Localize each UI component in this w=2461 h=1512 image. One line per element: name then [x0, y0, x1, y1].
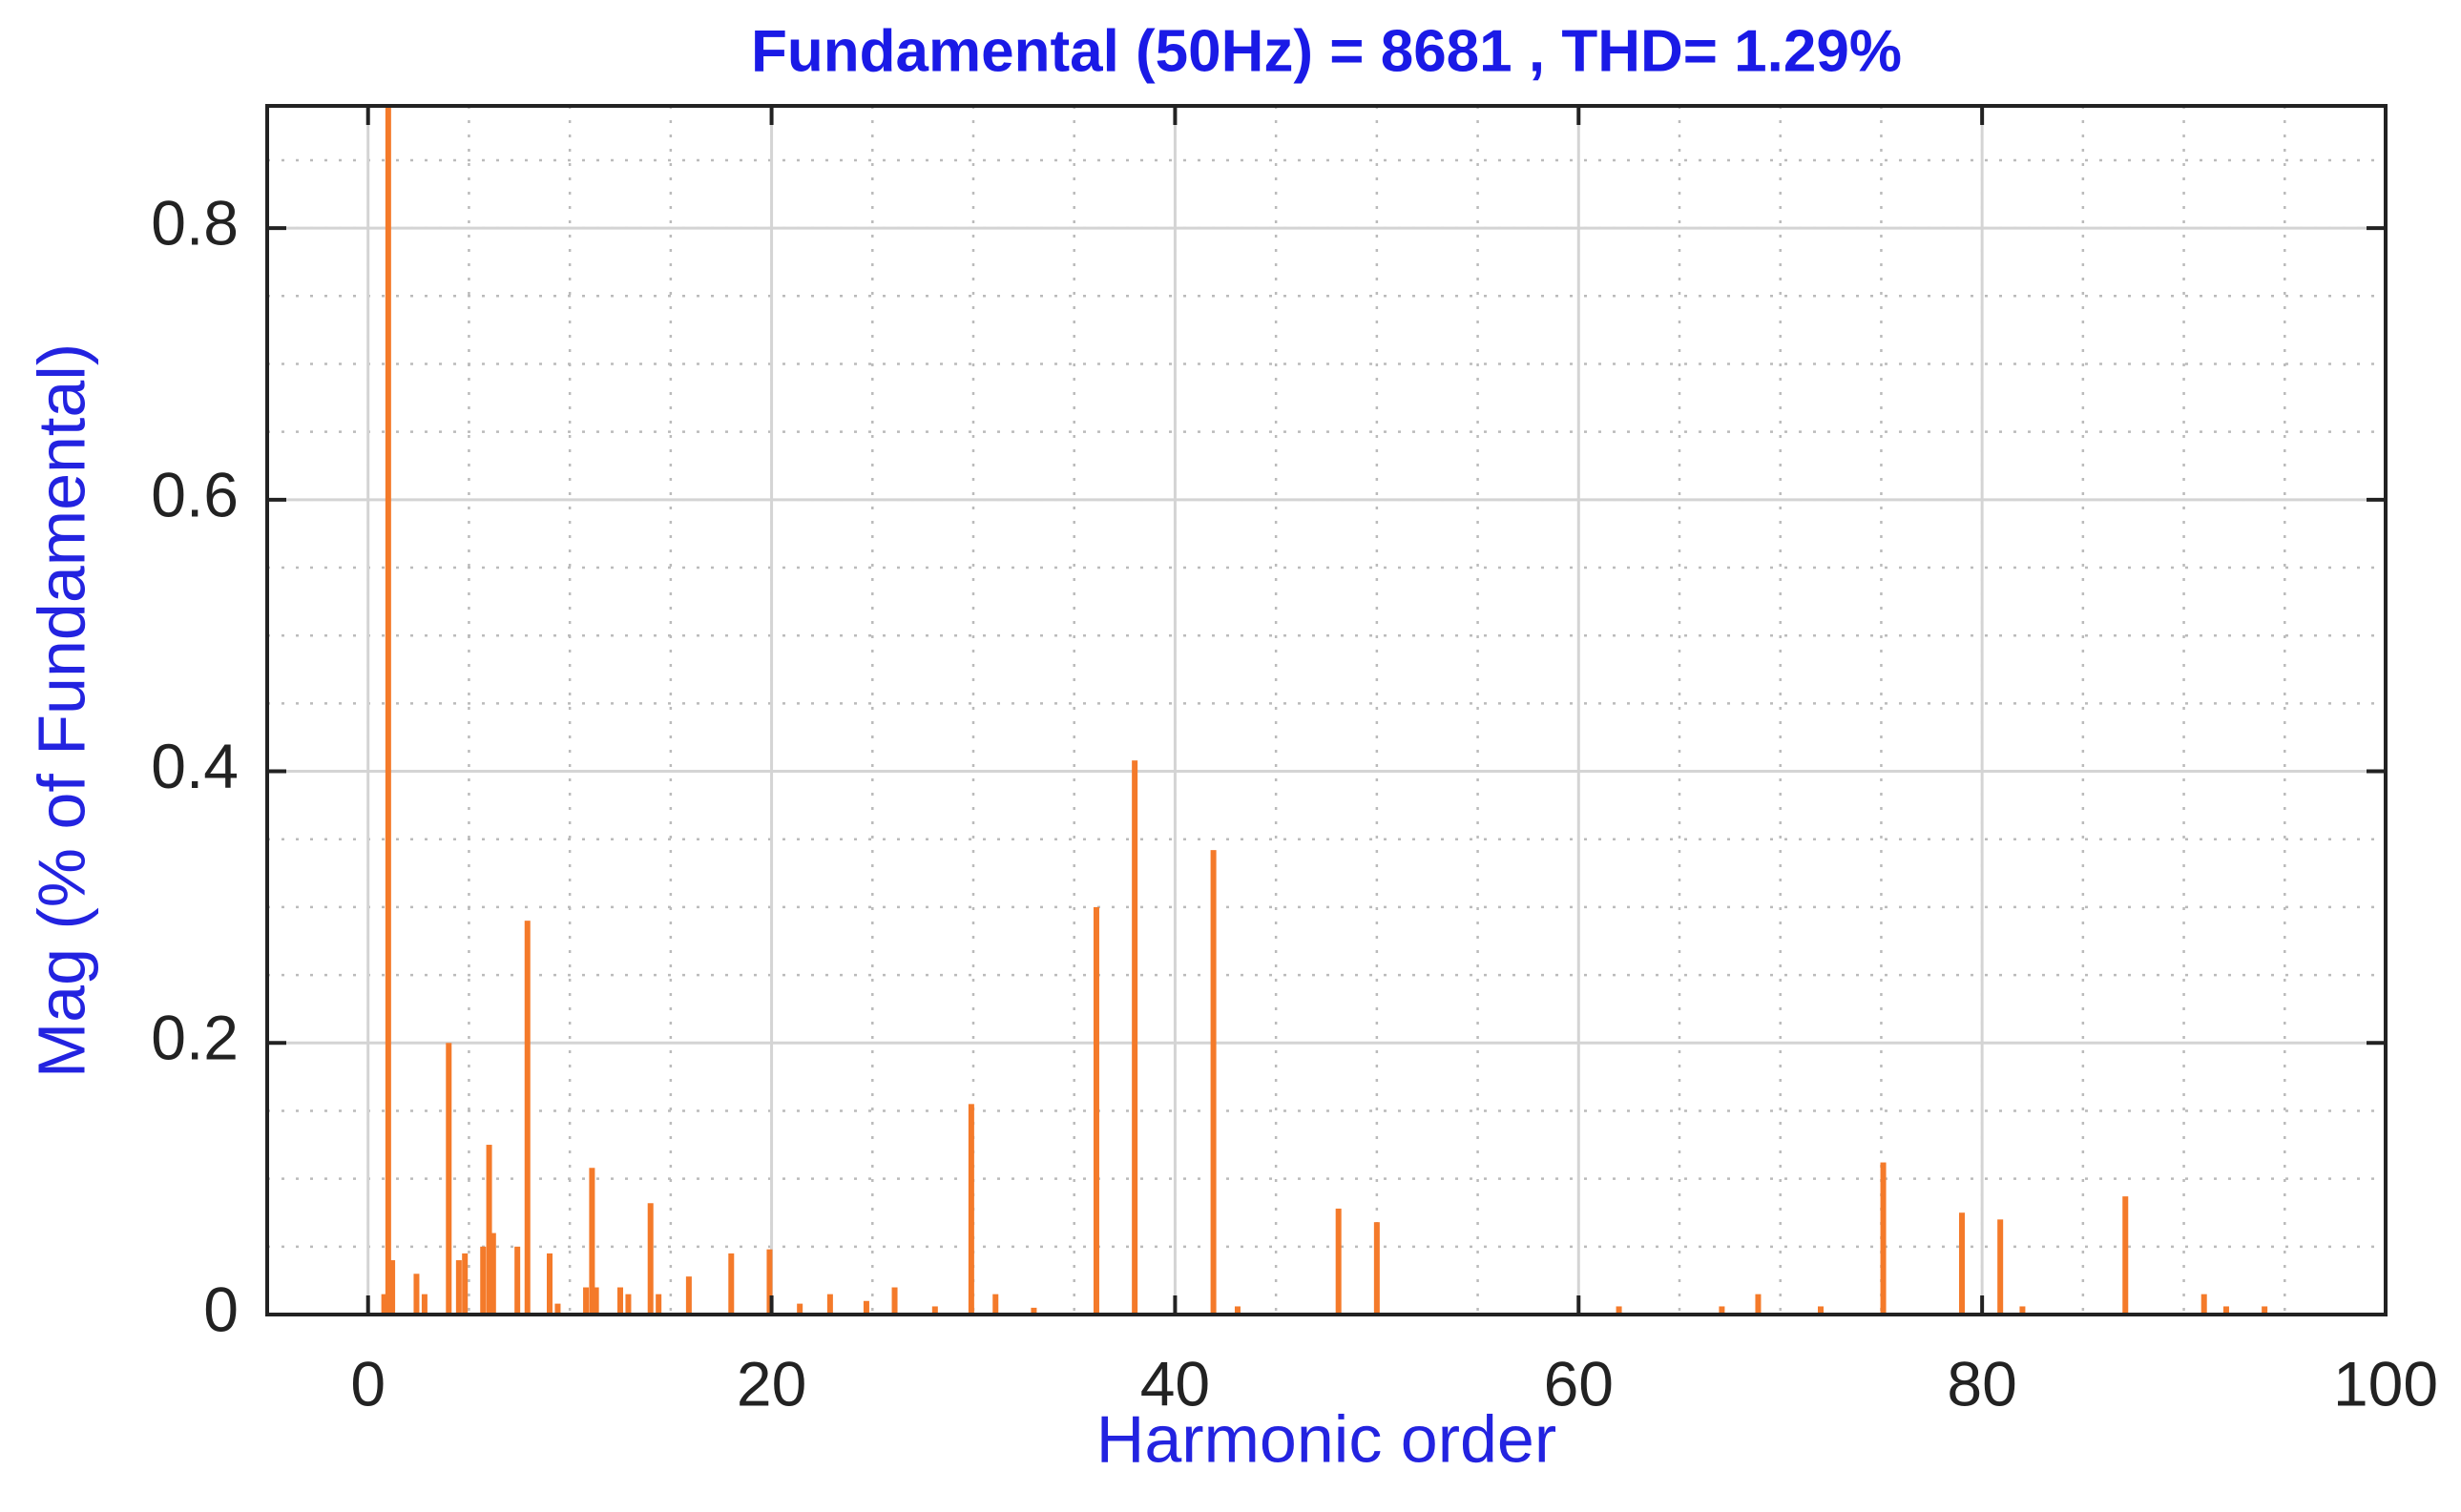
plot-frame: [265, 104, 2388, 1316]
bar: [826, 1294, 833, 1315]
bars: [381, 106, 2268, 1315]
bar: [891, 1287, 898, 1315]
x-tick-label: 60: [1544, 1348, 1614, 1419]
bar: [455, 1260, 462, 1315]
bar: [1719, 1306, 1725, 1315]
bar: [2222, 1306, 2229, 1315]
bar: [385, 106, 391, 1315]
bar: [685, 1276, 692, 1315]
bar: [389, 1260, 396, 1315]
y-tick-label: 0.8: [151, 188, 239, 259]
bar: [462, 1253, 469, 1315]
bar: [583, 1287, 590, 1315]
bar: [2019, 1306, 2026, 1315]
bar: [446, 1043, 452, 1315]
bar: [968, 1104, 974, 1315]
bar: [1755, 1294, 1762, 1315]
bar: [2200, 1294, 2207, 1315]
bar: [1997, 1219, 2004, 1315]
x-tick-label: 40: [1140, 1348, 1210, 1419]
y-tick-label: 0: [203, 1274, 239, 1344]
bar: [490, 1232, 496, 1315]
x-axis-label: Harmonic order: [1096, 1401, 1556, 1476]
bar: [421, 1294, 428, 1315]
x-tick-label: 100: [2333, 1348, 2438, 1419]
bar: [413, 1274, 420, 1315]
bar: [1373, 1222, 1380, 1315]
bar: [797, 1303, 803, 1315]
bar: [625, 1294, 632, 1315]
bar: [2262, 1306, 2268, 1315]
bar: [554, 1303, 561, 1315]
bar: [1616, 1306, 1622, 1315]
bar: [1093, 906, 1099, 1315]
bar: [728, 1253, 735, 1315]
bar: [381, 1294, 387, 1315]
bar: [1210, 850, 1217, 1315]
bar: [766, 1249, 773, 1315]
y-axis-label: Mag (% of Fundamental): [24, 343, 98, 1078]
bar: [589, 1168, 595, 1315]
bar: [992, 1294, 999, 1315]
bar: [617, 1287, 623, 1315]
axes: 0 20 40 60 80 100 0 0.2 0.4 0.6 0.8: [151, 104, 2438, 1419]
bar: [514, 1246, 521, 1315]
x-tick-label: 80: [1947, 1348, 2016, 1419]
bar: [1234, 1306, 1241, 1315]
bar: [863, 1300, 869, 1315]
bar: [1031, 1307, 1037, 1315]
y-tick-label: 0.2: [151, 1003, 239, 1073]
bar: [480, 1246, 487, 1315]
y-tick-label: 0.6: [151, 459, 239, 529]
bar: [2122, 1196, 2129, 1315]
bar: [1132, 760, 1138, 1315]
bar: [931, 1306, 938, 1315]
bar: [1880, 1162, 1887, 1315]
y-tick-label: 0.4: [151, 731, 239, 801]
bar: [593, 1287, 599, 1315]
bar: [547, 1253, 553, 1315]
chart-title: Fundamental (50Hz) = 8681 , THD= 1.29%: [751, 18, 1902, 84]
bar: [656, 1294, 662, 1315]
x-tick-label: 0: [350, 1348, 386, 1419]
bar: [647, 1203, 654, 1315]
bar: [1818, 1306, 1824, 1315]
bar: [1335, 1208, 1342, 1315]
x-tick-label: 20: [737, 1348, 806, 1419]
bar: [1959, 1212, 1965, 1315]
bar: [524, 921, 531, 1315]
bar: [486, 1145, 492, 1315]
